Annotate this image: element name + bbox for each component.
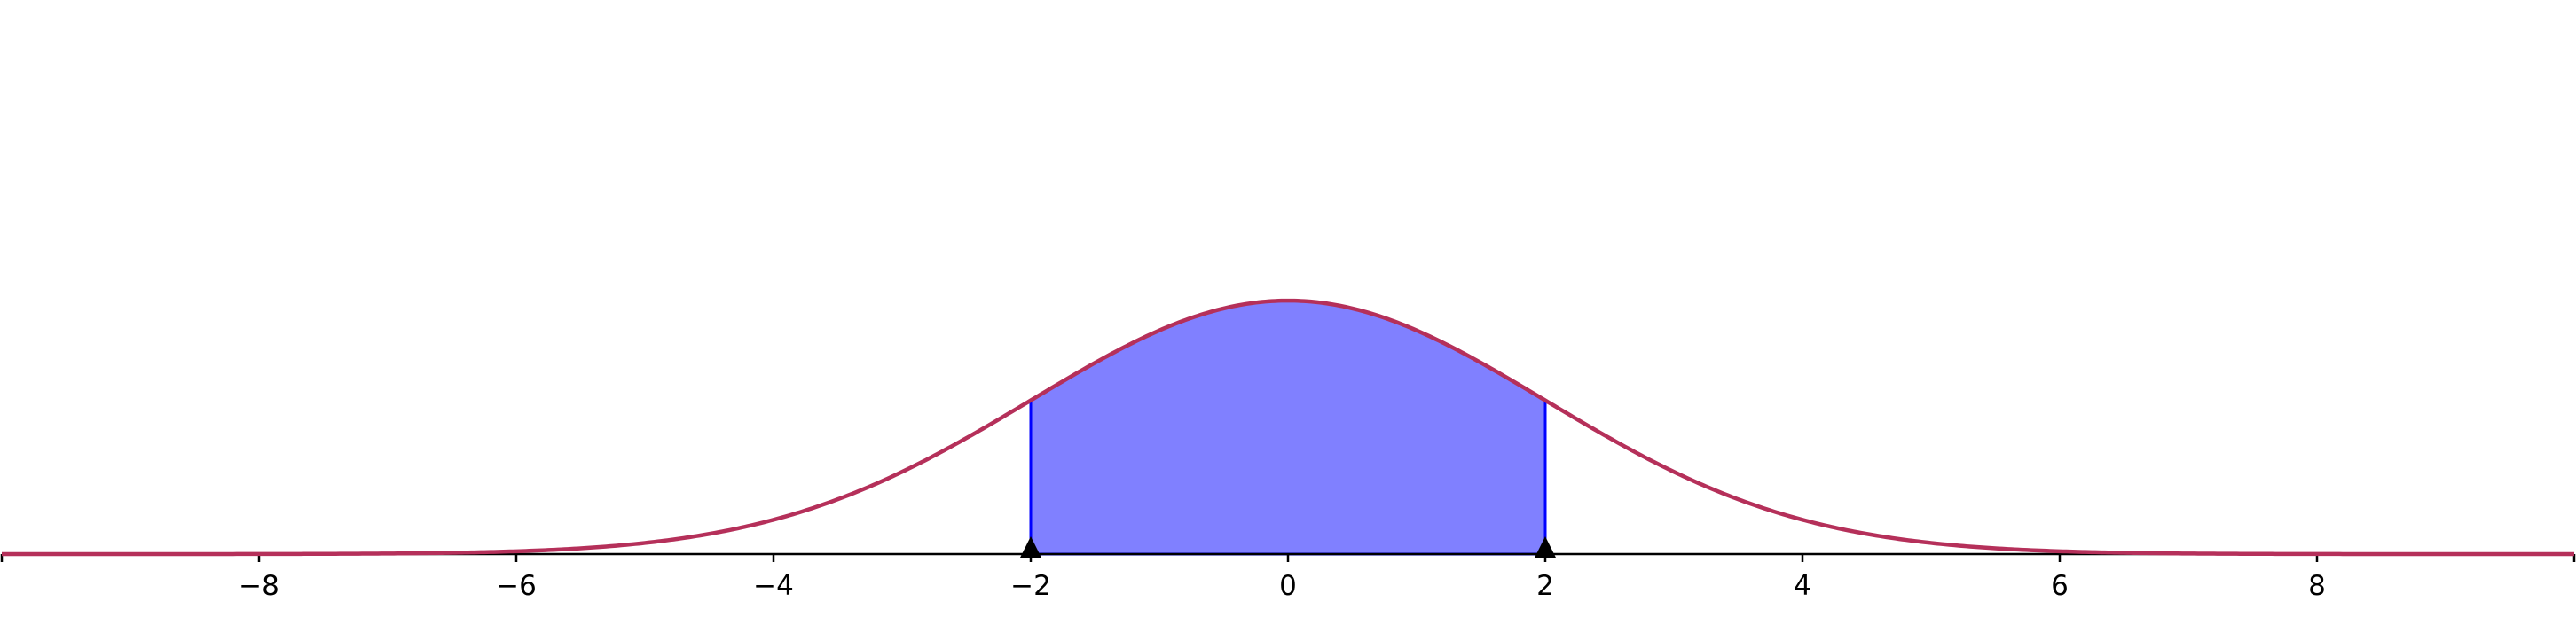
x-tick-label: 4 — [1794, 570, 1811, 602]
curve-layer — [2, 298, 2574, 557]
x-tick-label: −4 — [753, 570, 794, 602]
shaded-area — [1029, 299, 1547, 556]
x-tick-label: 6 — [2051, 570, 2069, 602]
bound-marker-triangle[interactable] — [1535, 536, 1556, 558]
marker-layer — [1020, 536, 1556, 558]
bound-marker-triangle[interactable] — [1020, 536, 1041, 558]
density-curve — [2, 298, 2574, 557]
shaded-region-layer — [1029, 299, 1547, 556]
x-tick-label: −6 — [496, 570, 537, 602]
x-tick-label: 0 — [1279, 570, 1297, 602]
x-axis: −8 −6 −4 −2 0 2 4 6 8 — [0, 552, 2576, 602]
x-tick-label: −2 — [1010, 570, 1051, 602]
x-tick-label: 8 — [2308, 570, 2326, 602]
x-tick-label: −8 — [239, 570, 279, 602]
x-tick-label: 2 — [1536, 570, 1554, 602]
